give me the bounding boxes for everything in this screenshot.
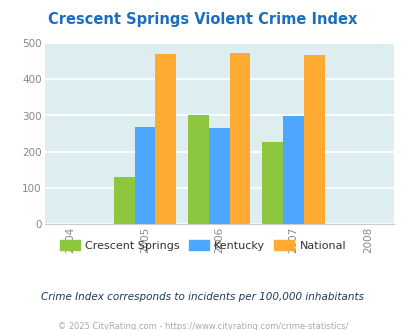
Bar <box>208 128 229 224</box>
Bar <box>188 115 208 224</box>
Bar <box>262 142 282 224</box>
Bar <box>113 177 134 224</box>
Bar <box>134 127 155 224</box>
Text: Crime Index corresponds to incidents per 100,000 inhabitants: Crime Index corresponds to incidents per… <box>41 292 364 302</box>
Text: Crescent Springs Violent Crime Index: Crescent Springs Violent Crime Index <box>48 12 357 26</box>
Bar <box>155 54 176 224</box>
Bar <box>282 116 303 224</box>
Bar <box>229 53 250 224</box>
Text: © 2025 CityRating.com - https://www.cityrating.com/crime-statistics/: © 2025 CityRating.com - https://www.city… <box>58 322 347 330</box>
Legend: Crescent Springs, Kentucky, National: Crescent Springs, Kentucky, National <box>55 236 350 255</box>
Bar <box>303 55 324 224</box>
